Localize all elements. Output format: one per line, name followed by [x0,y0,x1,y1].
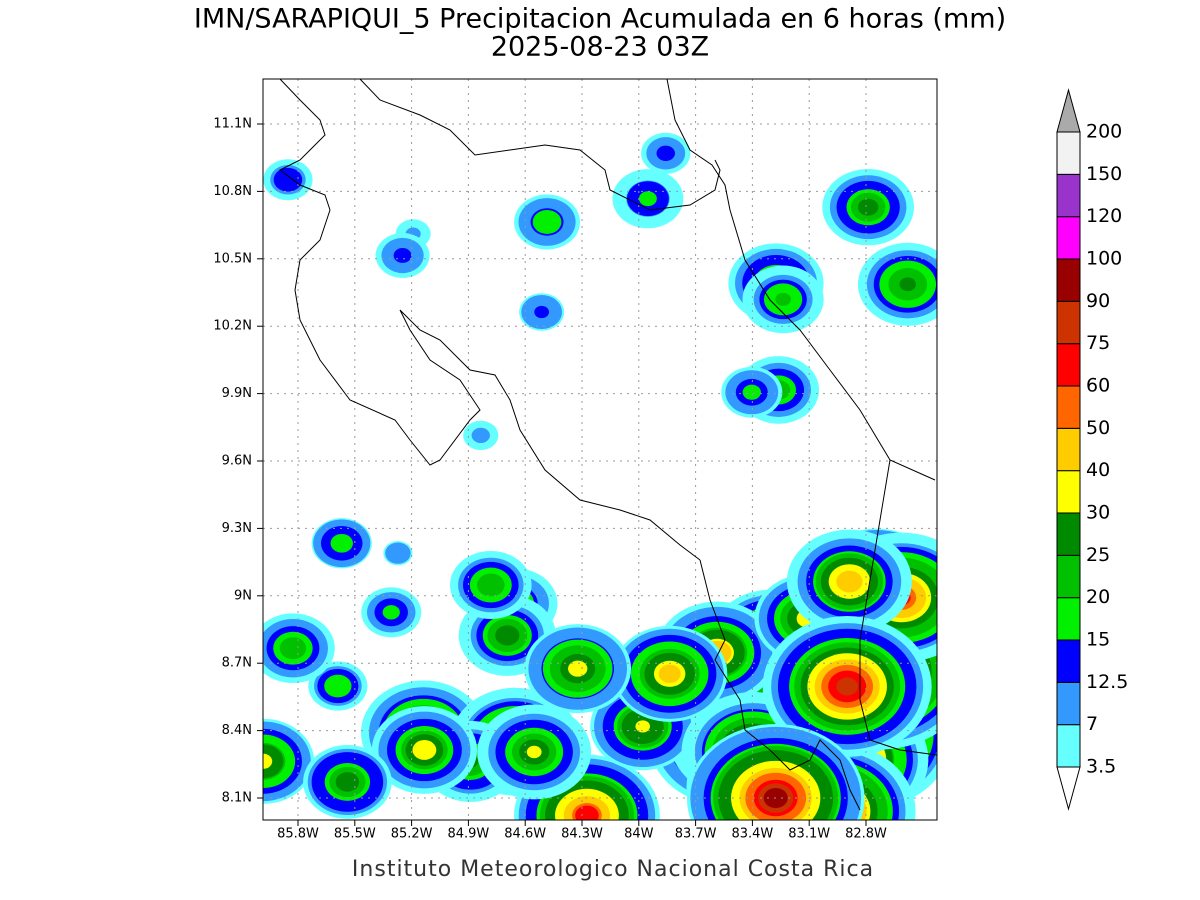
precip-cell [477,573,505,597]
colorbar-segment [1056,427,1081,472]
precip-cell [534,305,549,319]
precip-cell [495,625,520,646]
precip-cell [263,744,284,779]
lon-label: 85.5W [334,827,376,842]
colorbar-segment [1056,385,1081,429]
precip-cell [279,637,307,660]
colorbar-label: 7 [1086,713,1098,735]
lon-label: 84.6W [504,827,546,842]
colorbar-label: 15 [1086,629,1110,651]
precip-cell [526,745,542,759]
colorbar-segment [1056,258,1081,302]
colorbar-label: 200 [1086,121,1122,143]
precip-cell [775,292,791,306]
lon-label: 82.8W [845,827,887,842]
lon-label: 84.3W [561,827,603,842]
colorbar-segment [1056,639,1081,683]
precip-cell [836,677,858,696]
colorbar-label: 150 [1086,163,1122,185]
colorbar-segment [1056,173,1081,218]
lat-label: 10.5N [213,251,252,266]
lon-label: 85.2W [391,827,433,842]
lat-label: 10.8N [213,184,252,199]
precip-cell [385,542,411,564]
grid [263,79,937,820]
lon-label: 83.7W [675,827,717,842]
colorbar-segment [1056,512,1081,556]
colorbar-segment [1056,343,1081,387]
lat-label: 9.3N [222,521,252,536]
lon-label: 84.9W [447,827,489,842]
colorbar-segment [1056,597,1081,641]
precip-cell [263,753,273,769]
colorbar-segment [1056,681,1081,726]
precip-cell [658,664,681,683]
lat-label: 8.7N [222,656,252,671]
lon-label: 84W [624,827,654,842]
subtitle: 2025-08-23 03Z [491,32,709,63]
precip-cell [273,167,303,192]
colorbar-label: 40 [1086,459,1110,481]
precip-cell [324,674,352,698]
colorbar-above [1056,88,1081,133]
precip-cell [857,198,879,216]
colorbar-segment [1056,470,1081,514]
colorbar-label: 30 [1086,502,1110,524]
precip-cell [532,210,562,234]
lat-label: 11.1N [213,117,252,132]
precip-cell [412,740,437,760]
precip-cell [575,805,599,820]
lat-label: 10.2N [213,319,252,334]
lat-label: 9N [234,588,252,603]
lat-label: 9.9N [222,386,252,401]
lon-label: 83.1W [788,827,830,842]
precip-cell [836,570,863,593]
lon-label: 85.8W [277,827,319,842]
colorbar-label: 90 [1086,290,1110,312]
colorbar-label: 120 [1086,205,1122,227]
colorbar-segment [1056,216,1081,260]
colorbar-segment [1056,131,1081,175]
axes: 85.8W 85.5W 85.2W 84.9W 84.6W 84.3W 84W 83.7W 83… [213,117,887,842]
colorbar-label: 20 [1086,586,1110,608]
colorbar-label: 3.5 [1086,756,1116,778]
precip-cell [471,427,490,444]
precip-cell [393,248,412,263]
colorbar-segment [1056,724,1081,768]
colorbar-segment [1056,300,1081,345]
colorbar-segment [1056,554,1081,599]
lat-label: 8.1N [222,791,252,806]
lat-label: 8.4N [222,723,252,738]
precip-cell [899,277,916,292]
colorbar-label: 75 [1086,332,1110,354]
precip-field [263,132,937,820]
colorbar-label: 25 [1086,544,1110,566]
precip-cell [656,145,675,161]
precip-cell [335,772,360,792]
colorbar-below [1056,766,1081,811]
colorbar-label: 12.5 [1086,671,1128,693]
lat-label: 9.6N [222,454,252,469]
colorbar-label: 60 [1086,375,1110,397]
precip-cell [568,660,588,677]
precip-cell [638,191,657,207]
colorbar-label: 100 [1086,248,1122,270]
precip-cell [330,533,353,553]
precip-cell [742,384,761,400]
title: IMN/SARAPIQUI_5 Precipitacion Acumulada … [194,4,1006,35]
colorbar-label: 50 [1086,417,1110,439]
map-frame [262,78,938,821]
coastline [279,79,937,811]
footer: Instituto Meteorologico Nacional Costa R… [352,857,874,882]
colorbar: 3.5 7 12.5 15 20 25 30 40 50 60 75 90 100 120 150 200 [1056,88,1128,811]
precip-cell [382,605,400,620]
lon-label: 83.4W [731,827,773,842]
